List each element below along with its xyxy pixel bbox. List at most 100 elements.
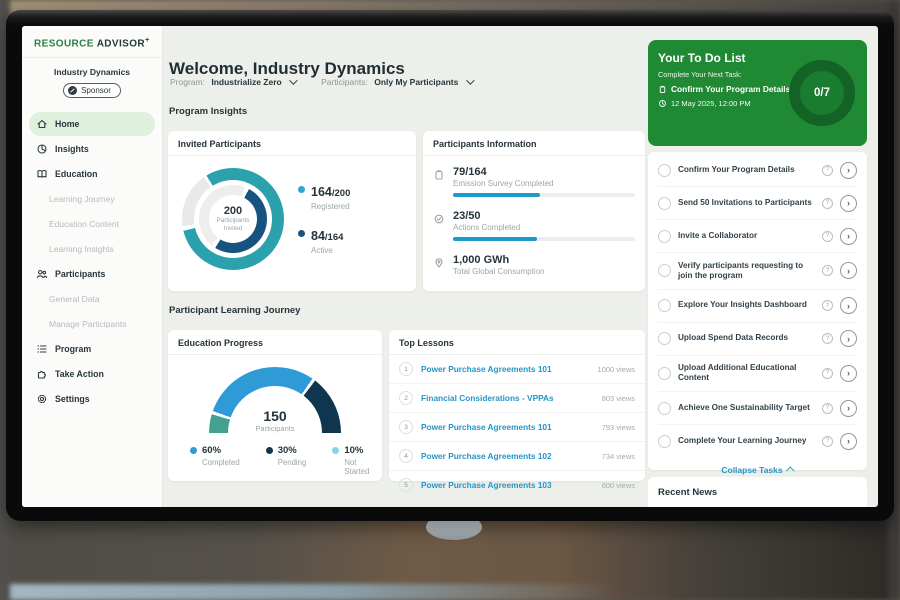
- legend-label: Pending: [277, 458, 307, 467]
- gauge-legend: 60% Completed 30% Pending 10% Not Starte…: [168, 445, 382, 476]
- task-open-button[interactable]: ›: [840, 227, 857, 245]
- logo-plus: +: [145, 37, 150, 44]
- lesson-link[interactable]: Power Purchase Agreements 103: [421, 480, 552, 490]
- sidebar-item-insights[interactable]: Insights: [22, 136, 162, 161]
- main-content: Welcome, Industry Dynamics Program: Indu…: [163, 26, 785, 507]
- collapse-label: Collapse Tasks: [721, 465, 783, 475]
- info-icon[interactable]: ?: [822, 230, 833, 242]
- info-icon[interactable]: ?: [822, 333, 833, 344]
- lesson-rank: 5: [399, 478, 413, 492]
- task-open-button[interactable]: ›: [840, 399, 857, 417]
- lesson-link[interactable]: Power Purchase Agreements 102: [421, 451, 552, 461]
- sponsor-badge[interactable]: Sponsor: [63, 83, 121, 99]
- info-icon[interactable]: ?: [822, 164, 833, 176]
- donut-legend: 164/200 Registered 84/164 Active: [298, 183, 350, 255]
- task-checkbox[interactable]: [658, 332, 671, 345]
- task-row: Upload Additional Educational Content ? …: [658, 356, 857, 392]
- sidebar-item-education-content[interactable]: Education Content: [22, 211, 162, 236]
- task-checkbox[interactable]: [658, 434, 671, 448]
- task-open-button[interactable]: ›: [840, 262, 857, 280]
- program-filter[interactable]: Program: Industrialize Zero: [170, 76, 298, 87]
- sidebar-item-home[interactable]: Home: [29, 112, 155, 137]
- task-open-button[interactable]: ›: [840, 364, 857, 382]
- task-open-button[interactable]: ›: [840, 297, 857, 314]
- section-title: Participant Learning Journey: [169, 305, 301, 316]
- clipboard-icon: [658, 85, 667, 94]
- lesson-link[interactable]: Power Purchase Agreements 101: [421, 364, 552, 374]
- sidebar-item-take-action[interactable]: Take Action: [22, 361, 162, 386]
- sidebar-item-education[interactable]: Education: [22, 161, 162, 186]
- info-icon[interactable]: ?: [822, 367, 833, 379]
- lesson-views-count: 734: [601, 451, 615, 461]
- task-checkbox[interactable]: [658, 264, 671, 278]
- stat-label: Actions Completed: [453, 223, 521, 232]
- lesson-views-count: 1000: [597, 364, 615, 374]
- sidebar-item-label: Learning Insights: [49, 243, 114, 254]
- sidebar-item-settings[interactable]: Settings: [22, 386, 162, 411]
- page-title: Welcome, Industry Dynamics: [169, 59, 405, 79]
- lesson-link[interactable]: Financial Considerations - VPPAs: [421, 393, 554, 403]
- task-checkbox[interactable]: [658, 366, 671, 380]
- lesson-views-count: 793: [601, 422, 615, 432]
- active-ring: [199, 185, 267, 253]
- monitor-bezel: RESOURCE ADVISOR+ Industry Dynamics Spon…: [6, 10, 894, 521]
- sidebar-item-participants[interactable]: Participants: [22, 261, 162, 286]
- filters-row: Program: Industrialize Zero Participants…: [170, 76, 475, 87]
- task-open-button[interactable]: ›: [840, 161, 857, 179]
- lesson-rank: 4: [399, 449, 413, 463]
- task-open-button[interactable]: ›: [840, 432, 857, 450]
- task-open-button[interactable]: ›: [840, 194, 857, 212]
- collapse-tasks-link[interactable]: Collapse Tasks: [658, 457, 857, 479]
- todo-next-task: Confirm Your Program Details: [671, 84, 791, 94]
- app-logo: RESOURCE ADVISOR+: [22, 26, 162, 59]
- stat-label: Emission Survey Completed: [453, 179, 554, 188]
- sidebar-item-label: Education Content: [49, 218, 119, 229]
- sidebar-item-learning-journey[interactable]: Learning Journey: [22, 186, 162, 211]
- card-title: Top Lessons: [389, 330, 645, 355]
- task-checkbox[interactable]: [658, 229, 671, 243]
- lesson-views-suffix: views: [616, 364, 635, 374]
- top-lessons-card: Top Lessons 1 Power Purchase Agreements …: [389, 330, 645, 492]
- lesson-link[interactable]: Power Purchase Agreements 101: [421, 422, 552, 432]
- sidebar-item-general-data[interactable]: General Data: [22, 286, 162, 311]
- task-checkbox[interactable]: [658, 401, 671, 415]
- task-row: Send 50 Invitations to Participants ? ›: [658, 187, 857, 220]
- program-list-icon: [36, 343, 48, 355]
- info-icon[interactable]: ?: [822, 197, 833, 209]
- clock-icon: [658, 99, 667, 108]
- legend-dot: [265, 447, 273, 454]
- sidebar-item-label: General Data: [49, 293, 100, 304]
- task-checkbox[interactable]: [658, 299, 671, 312]
- education-progress-gauge-chart: 150 Participants: [209, 367, 341, 433]
- task-label: Confirm Your Program Details: [678, 164, 795, 174]
- task-row: Invite a Collaborator ? ›: [658, 220, 857, 253]
- info-icon[interactable]: ?: [822, 435, 833, 447]
- todo-summary-card: Your To Do List Complete Your Next Task:…: [648, 40, 867, 146]
- lesson-views-count: 803: [601, 393, 615, 403]
- participants-filter[interactable]: Participants: Only My Participants: [321, 76, 475, 87]
- lesson-row: 2 Financial Considerations - VPPAs 803 vi…: [389, 384, 645, 413]
- lesson-row: 5 Power Purchase Agreements 103 600 views: [389, 471, 645, 499]
- sidebar-item-label: Program: [55, 343, 92, 354]
- info-icon[interactable]: ?: [822, 265, 833, 277]
- chevron-down-icon: [289, 76, 298, 85]
- sidebar-item-learning-insights[interactable]: Learning Insights: [22, 236, 162, 261]
- sidebar-item-manage-participants[interactable]: Manage Participants: [22, 311, 162, 336]
- stat-value: 79/164: [453, 166, 487, 178]
- lesson-views-suffix: views: [616, 480, 635, 490]
- recent-news-title: Recent News: [658, 487, 718, 498]
- lesson-views-suffix: views: [616, 393, 635, 403]
- task-checkbox[interactable]: [658, 196, 671, 210]
- task-row: Upload Spend Data Records ? ›: [658, 323, 857, 356]
- info-icon[interactable]: ?: [822, 402, 833, 414]
- info-icon[interactable]: ?: [822, 300, 833, 311]
- task-checkbox[interactable]: [658, 163, 671, 177]
- task-open-button[interactable]: ›: [840, 330, 857, 347]
- participants-filter-label: Participants:: [321, 77, 368, 87]
- participants-filter-value: Only My Participants: [374, 77, 459, 87]
- sidebar-item-program[interactable]: Program: [22, 336, 162, 361]
- progress-track: [453, 237, 635, 241]
- task-label: Achieve One Sustainability Target: [678, 402, 810, 412]
